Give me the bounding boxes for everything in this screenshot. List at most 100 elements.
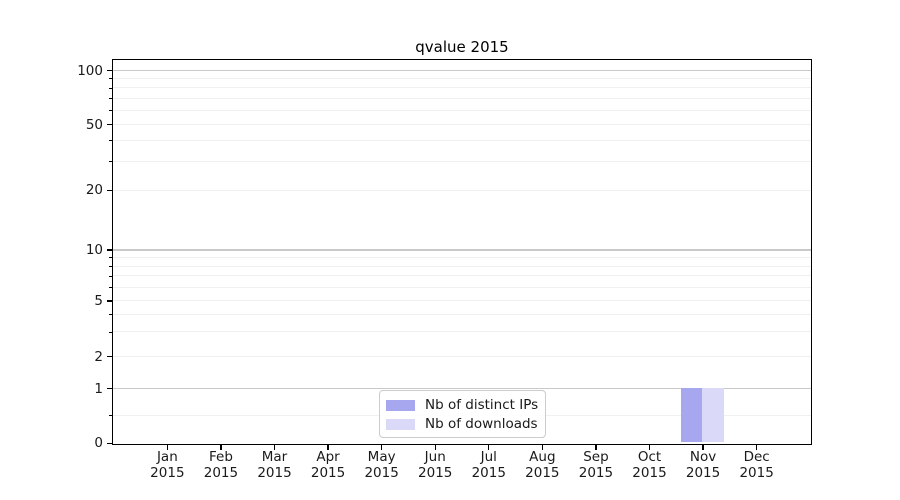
gridline-minor <box>113 355 811 357</box>
y-tick <box>107 123 112 126</box>
legend-label-distinct-ips: Nb of distinct IPs <box>425 397 539 413</box>
x-tick <box>434 445 436 450</box>
gridline-minor <box>113 313 811 315</box>
x-tick-year: 2015 <box>471 465 506 481</box>
y-tick-minor <box>109 87 112 89</box>
gridline-minor <box>113 286 811 288</box>
x-tick-year: 2015 <box>203 465 239 481</box>
x-tick-month: Dec <box>743 449 770 465</box>
y-tick <box>107 355 112 358</box>
x-tick-year: 2015 <box>578 465 614 481</box>
y-tick-minor <box>109 78 112 80</box>
x-tick-label: Jan 2015 <box>135 449 199 481</box>
y-tick <box>107 300 112 302</box>
gridline-major <box>113 249 811 251</box>
gridline-minor <box>113 300 811 302</box>
legend-label-downloads: Nb of downloads <box>425 416 538 432</box>
y-tick-minor <box>109 287 112 289</box>
gridline-minor <box>113 256 811 258</box>
x-tick <box>541 445 544 450</box>
y-tick-minor <box>109 275 112 277</box>
x-tick-month: Sep <box>583 449 609 465</box>
y-tick <box>107 442 112 444</box>
legend-item-distinct-ips: Nb of distinct IPs <box>386 397 539 413</box>
plot-area <box>112 59 812 445</box>
y-tick-label: 50 <box>85 116 103 133</box>
gridline-minor <box>113 331 811 333</box>
x-tick-year: 2015 <box>257 465 292 481</box>
x-tick-month: May <box>367 449 396 465</box>
y-tick-label: 10 <box>85 242 103 259</box>
x-tick-year: 2015 <box>525 465 560 481</box>
x-tick-label: Mar 2015 <box>243 449 307 481</box>
y-tick-label: 5 <box>94 292 103 309</box>
x-tick-month: Aug <box>529 449 556 465</box>
x-tick <box>648 445 651 450</box>
legend-item-downloads: Nb of downloads <box>386 416 538 432</box>
x-tick-month: Jul <box>480 449 497 465</box>
x-tick <box>595 445 597 450</box>
x-tick <box>755 445 758 450</box>
x-tick-label: May 2015 <box>350 449 414 481</box>
y-tick-minor <box>109 266 112 268</box>
gridline-minor <box>113 123 811 125</box>
x-tick-label: Nov 2015 <box>671 449 735 481</box>
legend-swatch-downloads-icon <box>386 418 415 430</box>
bar-distinct-ips <box>680 387 703 443</box>
gridline-minor <box>113 97 811 99</box>
x-tick-year: 2015 <box>739 465 774 481</box>
x-tick <box>380 445 383 450</box>
x-tick-month: Oct <box>637 449 662 465</box>
bar-downloads <box>702 387 724 443</box>
gridline-minor <box>113 275 811 277</box>
chart-title: qvalue 2015 <box>415 38 509 56</box>
y-tick-minor <box>109 110 112 111</box>
legend: Nb of distinct IPs Nb of downloads <box>379 390 546 438</box>
x-tick-label: Dec 2015 <box>725 449 789 481</box>
x-tick-month: Nov <box>689 449 717 465</box>
x-tick-label: Feb 2015 <box>189 449 253 481</box>
y-tick-minor <box>109 98 112 99</box>
x-tick-year: 2015 <box>364 465 399 481</box>
y-tick-label: 20 <box>85 182 103 199</box>
x-tick <box>327 445 329 450</box>
gridline-minor <box>113 87 811 89</box>
y-tick <box>107 249 112 251</box>
y-tick-minor <box>109 257 112 259</box>
y-tick <box>107 70 112 72</box>
x-tick-year: 2015 <box>150 465 185 481</box>
y-tick-label: 1 <box>94 380 103 397</box>
y-tick-minor <box>109 140 112 142</box>
y-tick <box>107 387 112 390</box>
y-tick-minor <box>109 314 112 316</box>
x-tick-year: 2015 <box>632 465 667 481</box>
x-tick-year: 2015 <box>418 465 453 481</box>
gridline-minor <box>113 109 811 111</box>
x-tick <box>702 445 704 450</box>
y-tick-label: 0 <box>94 435 103 452</box>
x-tick-month: Apr <box>316 449 340 465</box>
x-tick <box>166 445 169 450</box>
y-tick-label: 2 <box>94 348 103 365</box>
y-tick-label: 100 <box>77 62 103 79</box>
x-tick-label: Aug 2015 <box>510 449 574 481</box>
x-tick-month: Jun <box>424 449 446 465</box>
gridline-minor <box>113 139 811 141</box>
gridline-major <box>113 69 811 72</box>
gridline-minor <box>113 160 811 162</box>
legend-swatch-distinct-ips-icon <box>386 399 415 411</box>
y-tick-minor <box>109 415 112 417</box>
x-tick-label: Apr 2015 <box>296 449 360 481</box>
x-tick <box>488 445 490 450</box>
x-tick <box>220 445 222 450</box>
y-tick-minor <box>109 160 112 162</box>
x-tick <box>273 445 276 450</box>
x-tick-label: Oct 2015 <box>617 449 681 481</box>
y-tick <box>107 189 112 192</box>
x-tick-month: Jan <box>156 449 178 465</box>
x-tick-label: Sep 2015 <box>564 449 628 481</box>
x-tick-year: 2015 <box>685 465 721 481</box>
x-tick-month: Mar <box>261 449 288 465</box>
gridline-minor <box>113 78 811 80</box>
